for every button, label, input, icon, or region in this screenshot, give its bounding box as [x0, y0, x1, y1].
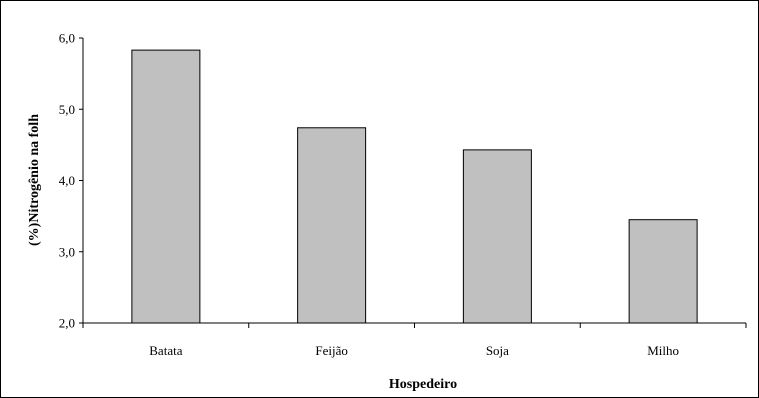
y-tick-label: 2,0: [59, 316, 75, 331]
y-tick-label: 6,0: [59, 31, 75, 46]
x-tick-label: Milho: [647, 343, 679, 358]
x-tick-label: Feijão: [315, 343, 348, 358]
bar-feijão: [297, 127, 367, 324]
y-ticks-group: 2,0 3,0 4,0 5,0 6,0: [59, 31, 83, 331]
y-tick-label: 4,0: [59, 173, 75, 188]
x-tick-label: Soja: [486, 343, 509, 358]
y-axis-title: (%)Nitrogênio na folh: [27, 114, 42, 246]
bar-milho: [628, 219, 698, 324]
x-tick-label: Batata: [149, 343, 182, 358]
x-ticks-group: Batata Feijão Soja Milho: [82, 323, 747, 358]
bar-soja: [462, 149, 532, 324]
bar-batata: [131, 49, 201, 324]
x-axis-title: Hospedeiro: [389, 377, 457, 392]
y-tick-label: 5,0: [59, 102, 75, 117]
bars-group: [131, 49, 698, 324]
y-tick-label: 3,0: [59, 244, 75, 259]
